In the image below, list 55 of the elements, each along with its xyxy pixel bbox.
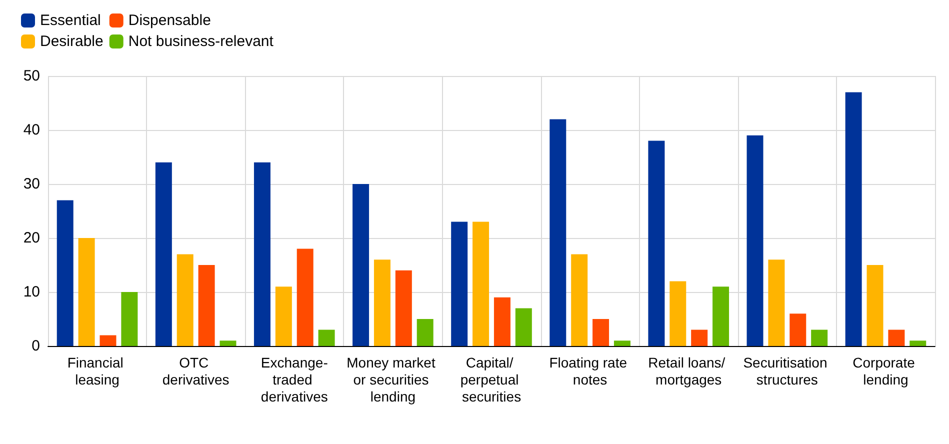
bar — [451, 222, 468, 346]
x-tick-label: Securitisation structures — [743, 354, 832, 388]
legend-label: Not business-relevant — [128, 33, 274, 50]
bar — [296, 248, 314, 346]
bar — [614, 340, 630, 346]
bar — [592, 319, 610, 346]
y-tick-label: 40 — [23, 122, 40, 138]
bar — [691, 330, 708, 346]
y-tick-label: 10 — [23, 284, 40, 300]
x-tick-label: Money market or securities lending — [346, 354, 440, 404]
bar — [768, 260, 785, 346]
bar — [670, 281, 686, 346]
y-tick-label: 20 — [23, 230, 40, 246]
bar — [515, 308, 532, 346]
bar — [790, 314, 806, 346]
y-tick-label: 30 — [23, 176, 40, 192]
bar — [121, 292, 138, 346]
bar — [888, 330, 905, 346]
bar — [220, 340, 236, 346]
legend-label: Dispensable — [128, 12, 211, 29]
bar — [712, 286, 730, 346]
bar — [78, 238, 95, 346]
y-tick-label: 50 — [23, 68, 40, 84]
bar — [374, 260, 390, 346]
legend-label: Desirable — [40, 33, 104, 50]
y-tick-label: 0 — [32, 338, 40, 354]
bar — [571, 254, 588, 346]
bar — [155, 162, 172, 346]
bar — [910, 340, 926, 346]
x-tick-label: OTC derivatives — [162, 354, 230, 388]
x-tick-label: Corporate lending — [852, 354, 919, 388]
bar — [866, 265, 884, 346]
bar — [648, 140, 665, 346]
x-tick-label: Exchange-traded derivatives — [260, 354, 328, 404]
bar — [472, 222, 490, 346]
bar — [416, 319, 434, 346]
bar — [746, 135, 764, 346]
bar — [845, 92, 862, 346]
bar — [811, 330, 828, 346]
x-tick-label: Retail loans/ mortgages — [648, 354, 730, 388]
bar — [56, 200, 74, 346]
x-tick-label: Capital/ perpetual securities — [460, 354, 523, 404]
bar — [100, 335, 116, 346]
bar — [318, 330, 335, 346]
x-tick-label: Floating rate notes — [549, 354, 631, 388]
bar — [550, 119, 566, 346]
bar — [494, 297, 510, 346]
bar — [395, 270, 412, 346]
bar — [352, 184, 370, 346]
bar — [198, 265, 215, 346]
x-tick-label: Financial leasing — [67, 354, 128, 388]
bar — [275, 286, 292, 346]
legend-label: Essential — [40, 12, 101, 29]
bar — [176, 254, 194, 346]
bar — [254, 162, 270, 346]
